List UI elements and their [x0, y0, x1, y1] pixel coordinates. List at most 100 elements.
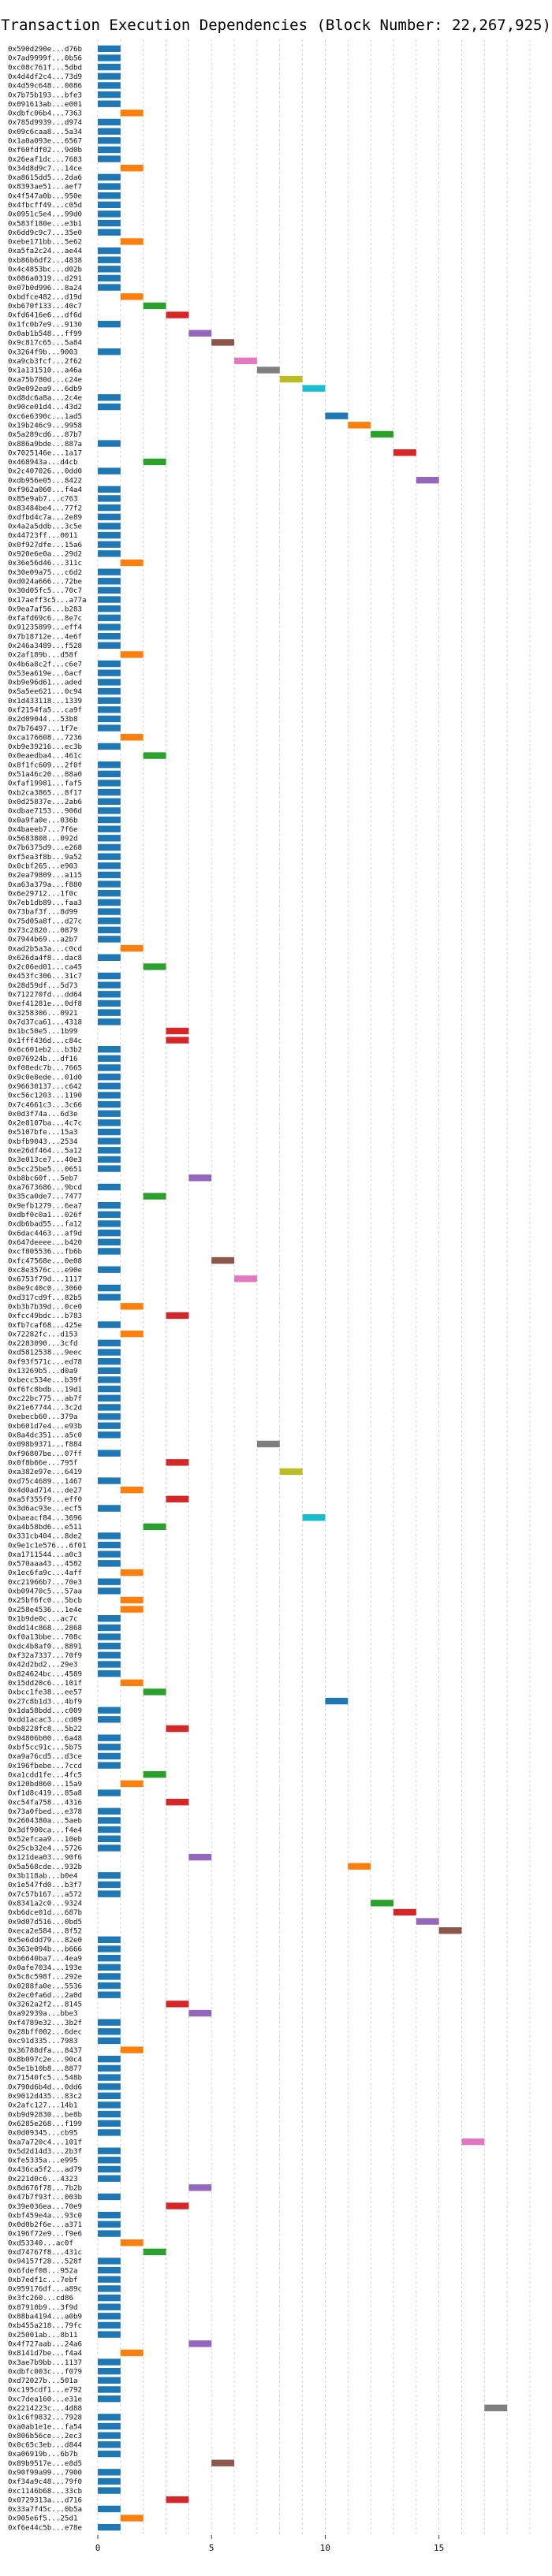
- tx-label: 0x15dd20c6...101f: [8, 1679, 82, 1688]
- tx-bar: [98, 394, 121, 401]
- tx-label: 0x7944b69...a2b7: [8, 936, 78, 944]
- tx-bar: [98, 1110, 121, 1117]
- tx-label: 0xb2ca3865...8f17: [8, 788, 82, 797]
- tx-label: 0x0cbf265...e903: [8, 862, 78, 870]
- tx-bar: [98, 2028, 121, 2035]
- tx-label: 0xa06919b...6b7b: [8, 2450, 78, 2459]
- tx-label: 0xa0ab1e1e...fa54: [8, 2422, 83, 2431]
- tx-label: 0x806b56ce...2ec3: [8, 2432, 82, 2440]
- tx-bar: [98, 697, 121, 704]
- tx-bar: [98, 1357, 121, 1365]
- tx-label: 0x1fff436d...c84c: [8, 1037, 82, 1045]
- tx-bar: [98, 1248, 121, 1255]
- tx-label: 0x4f727aab...24a6: [8, 2340, 82, 2348]
- tx-bar: [98, 1119, 121, 1126]
- tx-label: 0xd317cd9f...82b5: [8, 1294, 82, 1302]
- tx-label: 0x2283090...3cfd: [8, 1339, 78, 1348]
- x-tick-label: 5: [209, 2543, 214, 2553]
- tx-label: 0x9c0e8ede...01d0: [8, 1073, 82, 1081]
- tx-bar: [98, 743, 121, 750]
- tx-bar: [98, 2157, 121, 2164]
- tx-label: 0x47b7f93f...003b: [8, 2193, 82, 2202]
- tx-label: 0xdfbd4c7a...2e89: [8, 513, 82, 522]
- tx-bar: [98, 2165, 121, 2173]
- tx-label: 0xb3b7b39d...0ce0: [8, 1302, 82, 1311]
- tx-label: 0x36788dfa...8437: [8, 2046, 82, 2055]
- tx-bar: [98, 2313, 121, 2320]
- tx-bar: [98, 1165, 121, 1172]
- tx-label: 0xfcc49bdc...b783: [8, 1312, 82, 1320]
- tx-bar: [98, 1092, 121, 1099]
- tx-label: 0xc56c1203...1190: [8, 1092, 82, 1100]
- tx-bar: [461, 2138, 485, 2146]
- tx-bar: [120, 2349, 144, 2357]
- tx-label: 0x4d4df2c4...73d9: [8, 73, 82, 81]
- x-tick-label: 10: [320, 2543, 330, 2553]
- tx-bar: [98, 1936, 121, 1944]
- tx-label: 0x75d05a8f...d27c: [8, 917, 82, 925]
- tx-label: 0xf962a060...f4a4: [8, 486, 83, 494]
- tx-bar: [98, 137, 121, 144]
- tx-label: 0x7b75b193...bfe3: [8, 91, 82, 99]
- tx-bar: [325, 1697, 349, 1705]
- tx-bar: [98, 440, 121, 447]
- tx-bar: [348, 1863, 371, 1870]
- tx-bar: [120, 1569, 144, 1576]
- tx-bar: [98, 1201, 121, 1209]
- tx-bar: [98, 1789, 121, 1796]
- tx-bar: [98, 981, 121, 988]
- tx-bar: [98, 1505, 121, 1512]
- tx-label: 0xf4789e32...3b2f: [8, 2019, 82, 2027]
- tx-bar: [166, 1312, 189, 1320]
- tx-bar: [98, 862, 121, 869]
- tx-label: 0xc7dea160...e31e: [8, 2395, 82, 2403]
- tx-bar: [98, 1945, 121, 1952]
- tx-label: 0x90ce01d4...43d2: [8, 403, 82, 411]
- tx-bar: [98, 1954, 121, 1962]
- tx-bar: [98, 118, 121, 126]
- tx-label: 0x36e56d46...311c: [8, 559, 82, 568]
- tx-bar: [98, 2395, 121, 2403]
- tx-label: 0xb86b6df2...4838: [8, 256, 82, 265]
- tx-bar: [98, 1000, 121, 1007]
- tx-label: 0x0d09345...cb95: [8, 2129, 78, 2138]
- tx-bar: [98, 825, 121, 832]
- tx-bar: [98, 1147, 121, 1154]
- tx-bar: [98, 917, 121, 925]
- tx-bar: [98, 531, 121, 539]
- tx-label: 0x6dd9c9c7...35e0: [8, 229, 82, 237]
- tx-label: 0x28bff002...6dec: [8, 2028, 82, 2037]
- tx-bar: [188, 1853, 212, 1861]
- tx-label: 0x6fdef08...952a: [8, 2266, 78, 2275]
- tx-bar: [211, 2459, 235, 2466]
- tx-bar: [98, 504, 121, 512]
- tx-bar: [98, 1744, 121, 1751]
- tx-bar: [143, 1523, 166, 1530]
- tx-label: 0x590d290e...d76b: [8, 45, 82, 54]
- tx-bar: [98, 1707, 121, 1714]
- tx-bar: [98, 284, 121, 291]
- tx-bar: [211, 339, 235, 346]
- tx-bar: [98, 2441, 121, 2448]
- tx-bar: [98, 100, 121, 107]
- tx-bar: [98, 2469, 121, 2476]
- tx-bar: [484, 2404, 508, 2411]
- tx-label: 0xebecb60...379a: [8, 1413, 78, 1421]
- tx-bar: [98, 45, 121, 53]
- tx-bar: [120, 2515, 144, 2522]
- tx-bar: [98, 1156, 121, 1163]
- tx-label: 0xd74767f8...431c: [8, 2248, 82, 2257]
- tx-bar: [98, 899, 121, 906]
- tx-label: 0x8d676f78...7b2b: [8, 2183, 82, 2192]
- tx-label: 0x920e6e0a...29d2: [8, 550, 82, 559]
- tx-bar: [98, 972, 121, 980]
- tx-bar: [98, 2487, 121, 2494]
- tx-label: 0x2d09044...53b8: [8, 715, 78, 724]
- tx-label: 0xc54fa758...4316: [8, 1798, 82, 1807]
- tx-bar: [98, 523, 121, 530]
- tx-label: 0xcf805536...fb6b: [8, 1248, 82, 1256]
- tx-label: 0x0f8b66e...795f: [8, 1458, 78, 1467]
- tx-bar: [98, 348, 121, 356]
- tx-label: 0x35ca0de7...7477: [8, 1193, 82, 1201]
- tx-bar: [98, 991, 121, 998]
